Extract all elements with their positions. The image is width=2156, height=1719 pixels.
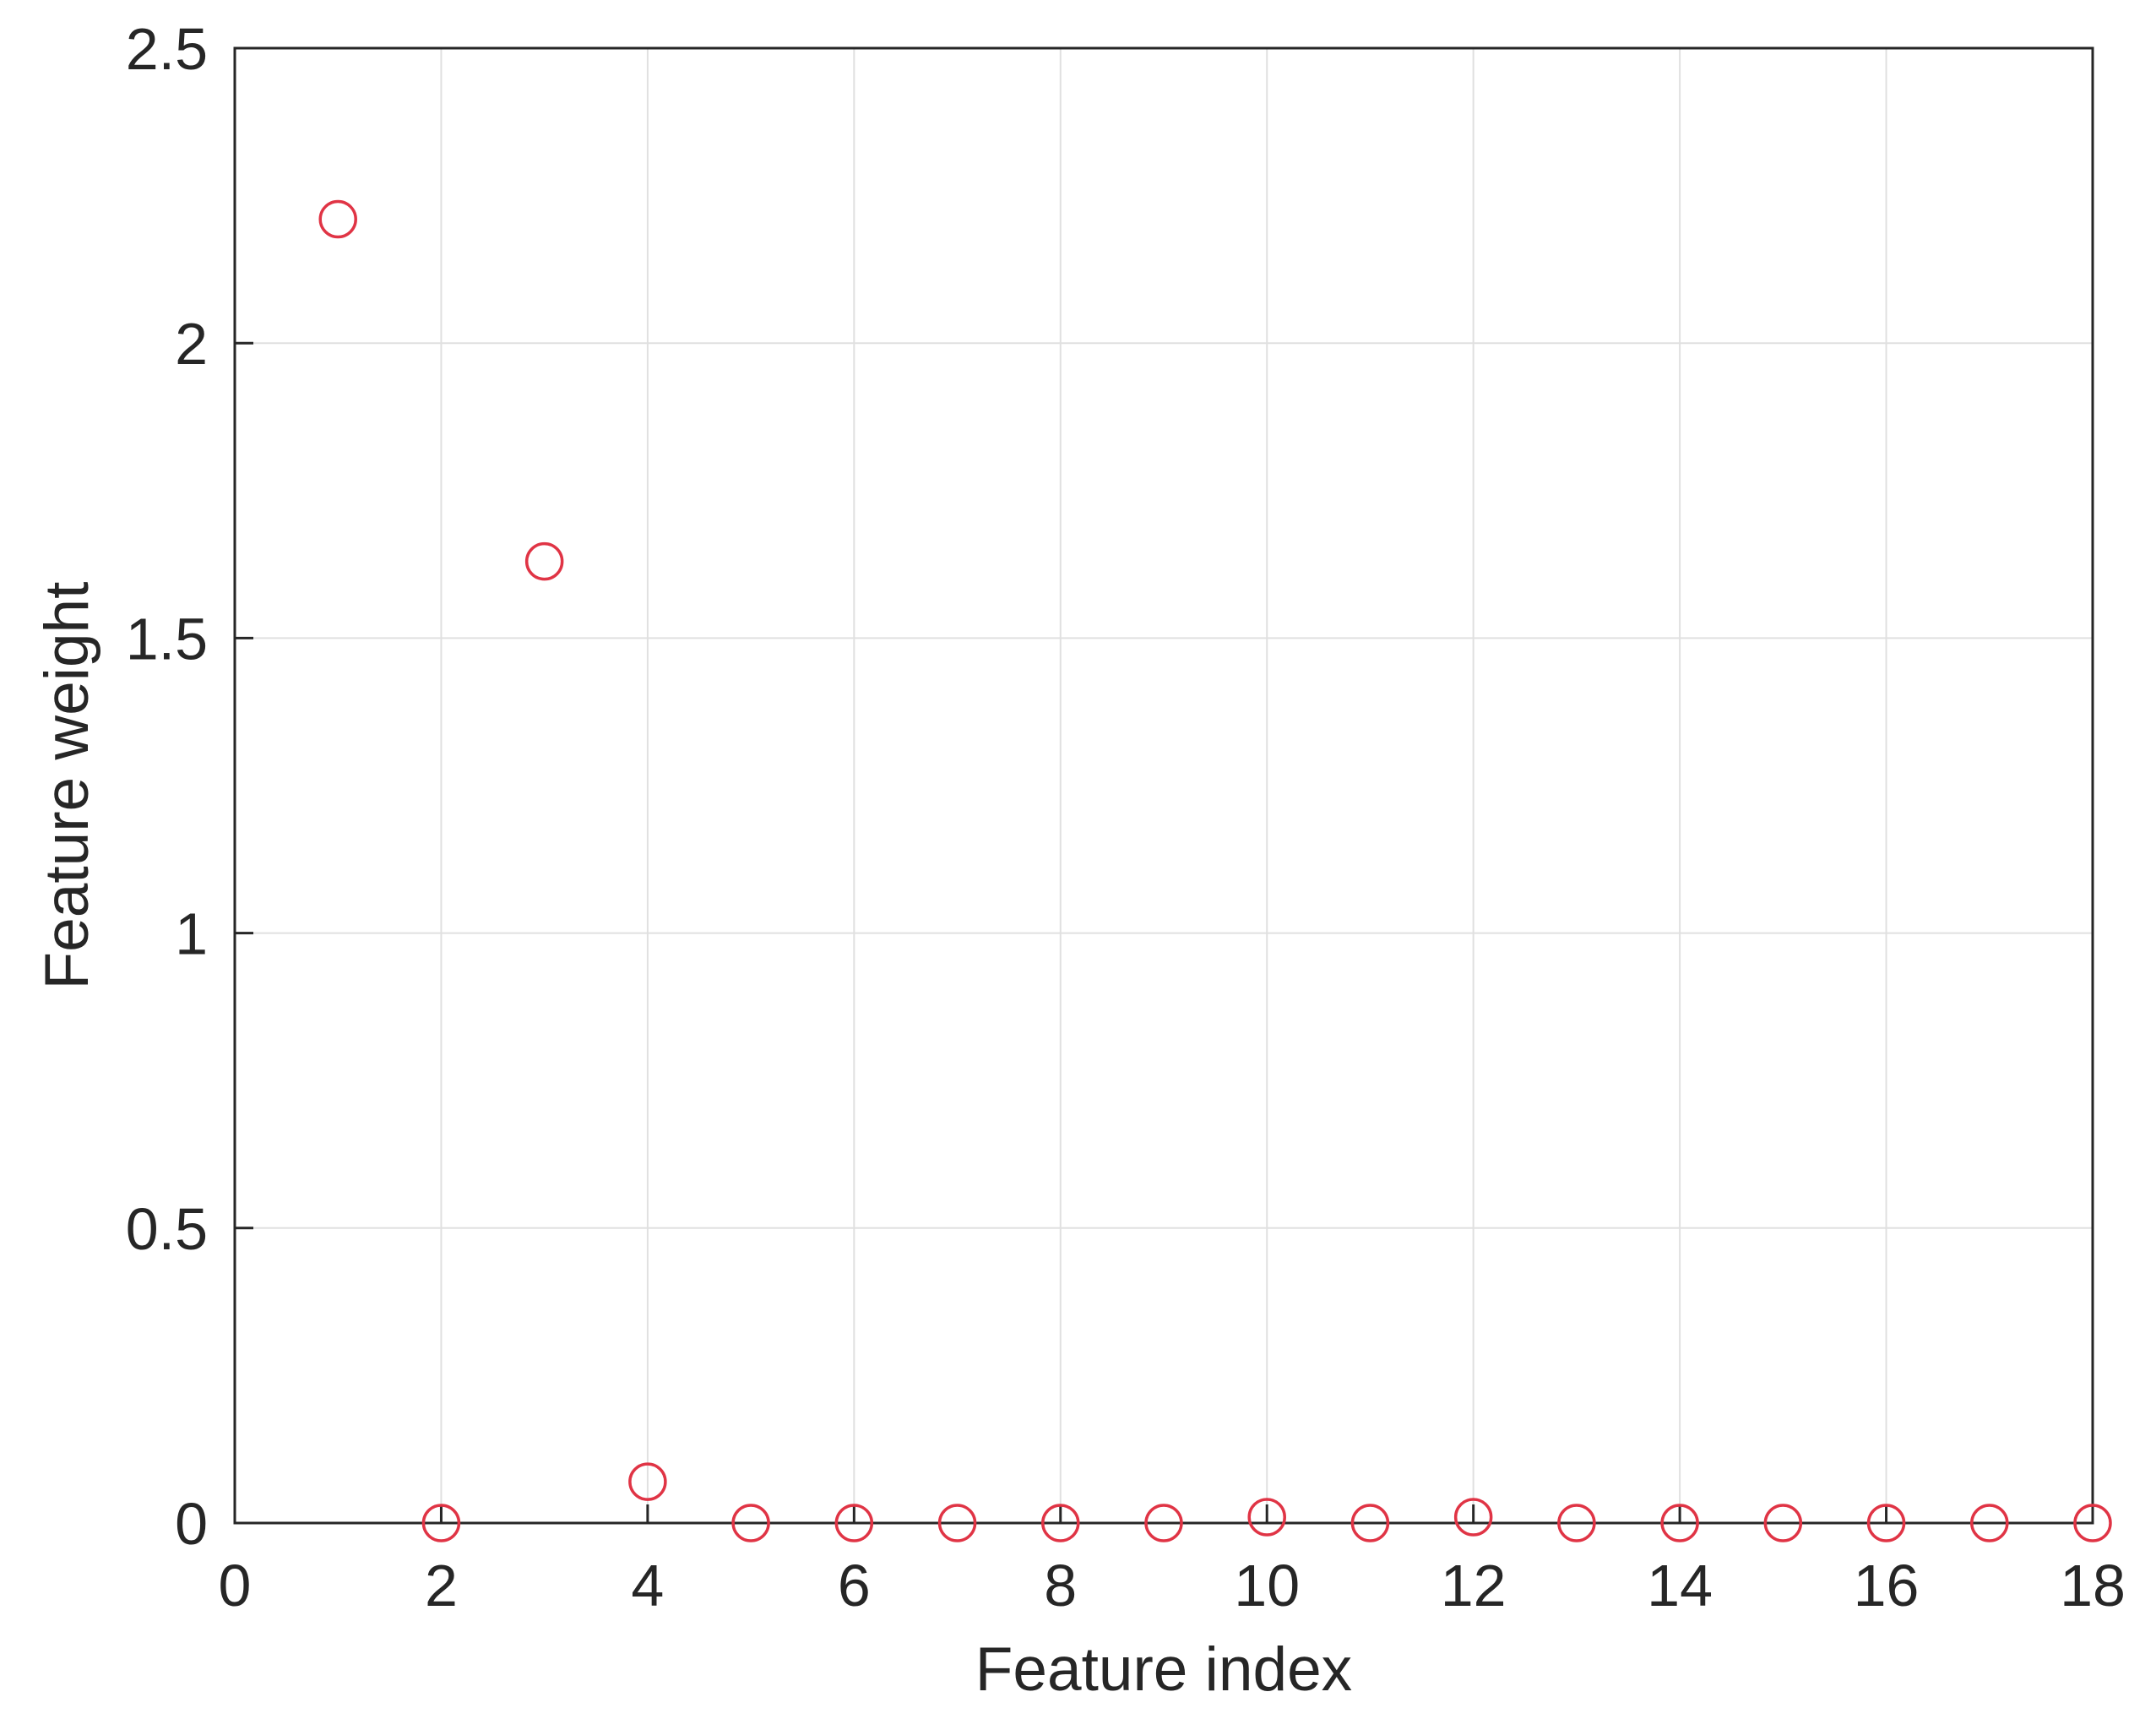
data-point <box>1970 1504 2009 1542</box>
tick-layer <box>233 46 2094 1525</box>
x-tick-label: 16 <box>1854 1553 1920 1618</box>
data-point <box>628 1462 667 1501</box>
data-point <box>1453 1498 1493 1537</box>
data-point <box>1350 1504 1390 1542</box>
tick-label-layer: 0 2 4 6 8 10 12 14 16 18 0 0.5 1 1.5 2 2.5 <box>126 16 2126 1618</box>
data-point <box>1144 1504 1183 1542</box>
y-axis-label: Feature weight <box>33 582 101 990</box>
plot-border <box>233 46 2094 1525</box>
x-tick-label: 8 <box>1044 1553 1077 1618</box>
x-axis-label: Feature index <box>975 1635 1352 1704</box>
data-point <box>834 1504 874 1542</box>
data-point <box>318 199 357 239</box>
data-point <box>421 1504 461 1542</box>
x-tick-label: 0 <box>219 1553 252 1618</box>
x-tick-label: 4 <box>631 1553 664 1618</box>
data-point <box>1247 1498 1286 1537</box>
data-point <box>1660 1504 1699 1542</box>
x-tick-label: 12 <box>1441 1553 1507 1618</box>
data-point <box>1557 1504 1596 1542</box>
data-point <box>2073 1504 2112 1542</box>
y-tick-label: 2.5 <box>126 16 208 82</box>
x-tick-label: 14 <box>1647 1553 1713 1618</box>
grid-layer <box>235 48 2093 1523</box>
data-point <box>1866 1504 1906 1542</box>
data-point <box>731 1504 770 1542</box>
x-tick-label: 6 <box>838 1553 871 1618</box>
y-tick-label: 2 <box>175 311 208 377</box>
x-tick-label: 2 <box>425 1553 458 1618</box>
y-tick-label: 0 <box>175 1491 208 1557</box>
data-point <box>937 1504 977 1542</box>
x-tick-label: 10 <box>1234 1553 1300 1618</box>
y-tick-label: 0.5 <box>126 1196 208 1262</box>
marker-layer <box>318 199 2112 1542</box>
y-tick-label: 1.5 <box>126 606 208 672</box>
data-point <box>524 541 564 581</box>
x-tick-label: 18 <box>2060 1553 2126 1618</box>
data-point <box>1041 1504 1080 1542</box>
data-point <box>1763 1504 1803 1542</box>
y-tick-label: 1 <box>175 901 208 967</box>
